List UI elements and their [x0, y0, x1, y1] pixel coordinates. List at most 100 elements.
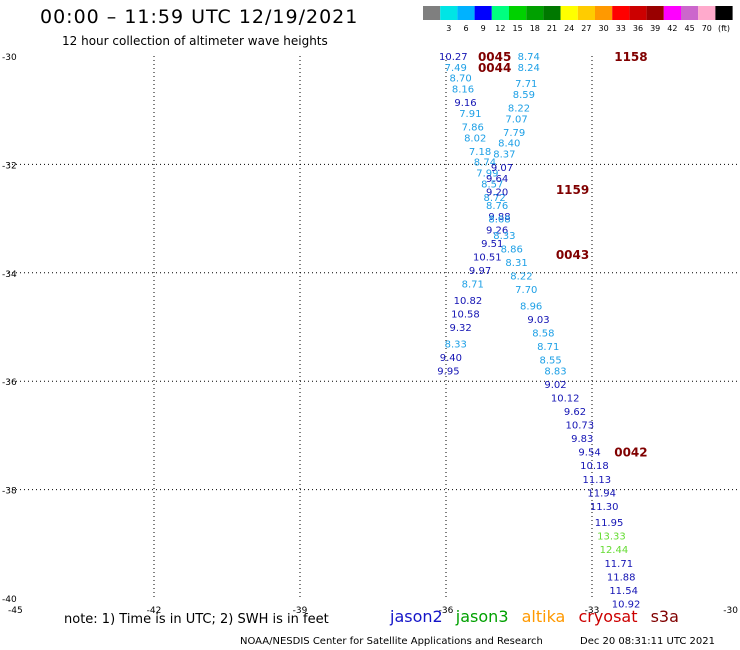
swh-value: 8.24 [518, 63, 540, 74]
color-scale-label: 18 [530, 24, 540, 33]
pass-time-label: 1158 [614, 50, 647, 64]
swh-value: 7.70 [515, 285, 537, 296]
pass-time-label: 1159 [556, 183, 589, 197]
swh-value: 8.16 [452, 85, 474, 96]
color-swatch [577, 6, 595, 20]
color-scale-label: 15 [513, 24, 523, 33]
pass-time-label: 0043 [556, 248, 589, 262]
swh-value: 8.74 [474, 158, 496, 169]
swh-value: 9.03 [527, 315, 549, 326]
swh-value: 8.68 [488, 215, 510, 226]
x-tick-label: -30 [723, 606, 738, 616]
color-swatch [681, 6, 699, 20]
swh-value: 11.13 [583, 475, 612, 486]
swh-value: 11.95 [595, 518, 624, 529]
color-swatch [526, 6, 544, 20]
color-scale-label: 33 [616, 24, 626, 33]
swh-value: 9.64 [486, 174, 508, 185]
swh-value: 8.71 [462, 280, 484, 291]
legend-cryosat: cryosat [578, 607, 638, 626]
color-swatch [698, 6, 716, 20]
swh-value: 8.72 [484, 193, 506, 204]
swh-value: 10.18 [580, 461, 609, 472]
color-scale-label: 3 [446, 24, 451, 33]
pass-time-label: 0045 [478, 50, 511, 64]
color-swatch [629, 6, 647, 20]
y-tick-label: -32 [2, 161, 17, 171]
swh-value: 8.96 [520, 301, 542, 312]
color-scale-label: 9 [481, 24, 486, 33]
satellite-legend: jason2 jason3 altika cryosat s3a [390, 607, 679, 626]
color-scale-label: 39 [650, 24, 660, 33]
swh-value: 13.33 [597, 532, 626, 543]
swh-value: 7.86 [462, 122, 484, 133]
swh-value: 7.18 [469, 147, 491, 158]
swh-value: 8.31 [505, 258, 527, 269]
color-swatch [715, 6, 733, 20]
color-swatch [491, 6, 509, 20]
swh-points: 10.277.498.708.169.167.917.868.027.188.7… [437, 52, 640, 610]
swh-value: 8.40 [498, 139, 520, 150]
y-tick-label: -34 [2, 270, 17, 280]
y-tick-label: -38 [2, 487, 17, 497]
swh-value: 9.97 [469, 266, 491, 277]
legend-altika: altika [521, 607, 566, 626]
x-tick-label: -33 [585, 606, 600, 616]
legend-jason3: jason3 [455, 607, 509, 626]
swh-value: 8.57 [481, 179, 503, 190]
swh-value: 7.07 [505, 114, 527, 125]
color-swatch [457, 6, 475, 20]
footer-note: note: 1) Time is in UTC; 2) SWH is in fe… [64, 612, 329, 627]
swh-value: 9.16 [454, 98, 476, 109]
y-tick-label: -36 [2, 378, 17, 388]
swh-value: 10.82 [454, 296, 483, 307]
swh-value: 11.94 [587, 488, 616, 499]
swh-value: 11.71 [604, 559, 633, 570]
y-tick-label: -40 [2, 595, 17, 605]
swh-value: 7.79 [503, 128, 525, 139]
swh-value: 7.99 [476, 169, 498, 180]
swh-value: 9.32 [449, 323, 471, 334]
x-tick-label: -36 [439, 606, 454, 616]
swh-value: 9.40 [440, 353, 462, 364]
color-scale-label: 24 [564, 24, 574, 33]
x-tick-label: -39 [293, 606, 308, 616]
color-swatch [474, 6, 492, 20]
swh-value: 9.54 [578, 448, 600, 459]
swh-value: 8.71 [537, 342, 559, 353]
color-scale-label: 42 [667, 24, 677, 33]
color-swatch [543, 6, 561, 20]
color-scale-label: 27 [581, 24, 591, 33]
swh-value: 9.07 [491, 163, 513, 174]
color-scale-label: 30 [599, 24, 609, 33]
axis-tick-labels: -30 -32 -34 -36 -38 -40-45 -42 -39 -36 -33 -30 [2, 53, 738, 616]
color-swatch [423, 6, 441, 20]
color-swatch [663, 6, 681, 20]
swh-value: 12.44 [600, 545, 629, 556]
swh-value: 8.76 [486, 201, 508, 212]
color-swatch [612, 6, 630, 20]
swh-value: 9.51 [481, 239, 503, 250]
swh-value: 9.26 [486, 225, 508, 236]
grid-lines [8, 56, 738, 598]
swh-value: 8.37 [493, 150, 515, 161]
swh-value: 10.92 [612, 599, 641, 610]
swh-value: 8.33 [493, 231, 515, 242]
swh-value: 8.59 [513, 90, 535, 101]
color-swatch [646, 6, 664, 20]
footer-timestamp: Dec 20 08:31:11 UTC 2021 [580, 636, 715, 647]
x-tick-label: -45 [8, 606, 23, 616]
swh-value: 11.30 [590, 502, 619, 513]
color-scale-label: 45 [685, 24, 695, 33]
color-swatch [440, 6, 458, 20]
page-subtitle: 12 hour collection of altimeter wave hei… [62, 34, 328, 48]
color-scale-label: 6 [463, 24, 468, 33]
swh-value: 8.02 [464, 133, 486, 144]
swh-value: 9.02 [544, 380, 566, 391]
swh-value: 10.73 [566, 421, 595, 432]
swh-value: 9.83 [571, 434, 593, 445]
swh-value: 8.86 [501, 244, 523, 255]
swh-value: 11.88 [607, 572, 636, 583]
